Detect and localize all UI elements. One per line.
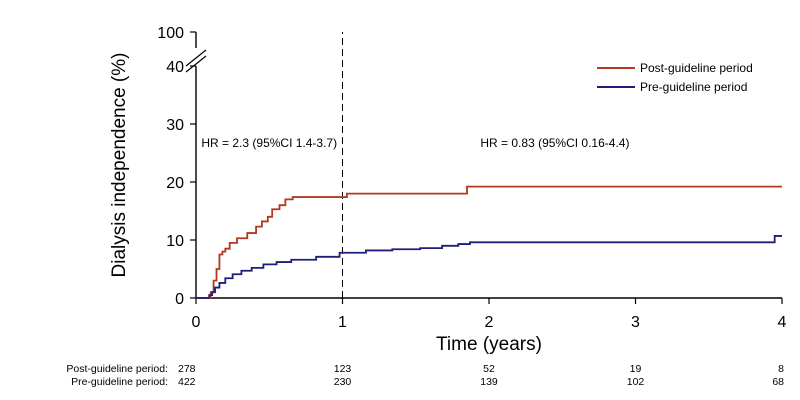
x-tick-label-0: 0 xyxy=(192,314,201,331)
series-layer xyxy=(196,185,782,299)
risk-row-label: Pre-guideline period: xyxy=(71,376,168,388)
x-tick-label-4: 4 xyxy=(778,314,787,331)
series-line-pre-guideline xyxy=(196,235,782,299)
risk-value: 123 xyxy=(334,363,352,375)
series-line-post-guideline xyxy=(196,185,782,299)
x-tick-label-2: 2 xyxy=(485,314,494,331)
y-tick-label-30: 30 xyxy=(166,117,184,134)
y-tick-label-40: 40 xyxy=(166,59,184,76)
risk-value: 230 xyxy=(334,376,352,388)
risk-value: 8 xyxy=(778,363,784,375)
axis-break-mark xyxy=(185,49,207,73)
risk-value: 278 xyxy=(178,363,196,375)
legend: Post-guideline period Pre-guideline peri… xyxy=(597,61,753,94)
legend-label-pre-guideline: Pre-guideline period xyxy=(640,80,747,94)
y-tick-label-0: 0 xyxy=(175,291,184,308)
x-tick-label-3: 3 xyxy=(631,314,640,331)
risk-value: 102 xyxy=(627,376,645,388)
y-tick-label-10: 10 xyxy=(166,233,184,250)
x-axis-title: Time (years) xyxy=(436,334,542,355)
risk-value: 52 xyxy=(483,363,495,375)
y-tick-label-20: 20 xyxy=(166,175,184,192)
risk-value: 139 xyxy=(480,376,498,388)
risk-value: 68 xyxy=(772,376,784,388)
risk-row-label: Post-guideline period: xyxy=(66,363,168,375)
risk-value: 19 xyxy=(630,363,642,375)
number-at-risk-table: Post-guideline period: 278 123 52 19 8 Pre-gui… xyxy=(66,363,784,388)
risk-value: 422 xyxy=(178,376,196,388)
annotation-hr-after-first-year: HR = 0.83 (95%CI 0.16-4.4) xyxy=(480,136,629,150)
y-tick-label-100: 100 xyxy=(157,25,184,42)
annotation-hr-first-year: HR = 2.3 (95%CI 1.4-3.7) xyxy=(201,136,337,150)
y-axis-title: Dialysis independence (%) xyxy=(109,53,130,278)
legend-label-post-guideline: Post-guideline period xyxy=(640,61,753,75)
x-tick-label-1: 1 xyxy=(338,314,347,331)
